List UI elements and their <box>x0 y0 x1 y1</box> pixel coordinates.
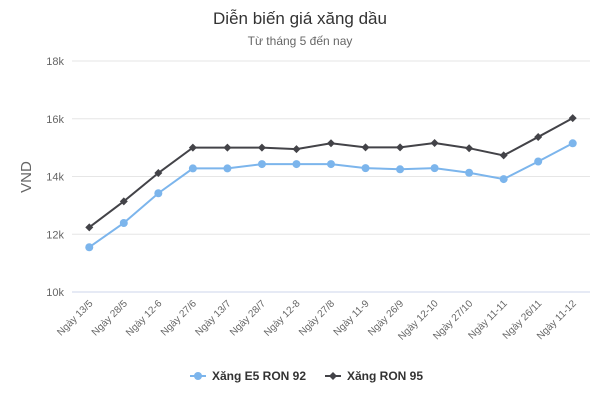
y-axis-label: VND <box>18 161 35 193</box>
legend-item[interactable]: Xăng RON 95 <box>325 369 423 383</box>
data-point[interactable] <box>465 168 474 177</box>
series-1 <box>85 139 577 252</box>
data-point[interactable] <box>568 139 577 148</box>
x-tick-label: Ngày 13/7 <box>194 298 234 338</box>
legend-label: Xăng RON 95 <box>347 369 423 383</box>
data-point[interactable] <box>396 165 405 174</box>
data-point[interactable] <box>327 139 335 148</box>
chart-title: Diễn biến giá xăng dầu <box>213 9 387 28</box>
data-point[interactable] <box>430 139 439 148</box>
data-point[interactable] <box>119 197 128 206</box>
data-point[interactable] <box>223 143 232 152</box>
data-point[interactable] <box>499 151 508 160</box>
legend[interactable]: Xăng E5 RON 92 Xăng RON 95 <box>190 369 423 383</box>
y-axis-ticks: 10k 12k 14k 16k 18k <box>46 56 64 299</box>
data-point[interactable] <box>85 223 94 232</box>
data-point[interactable] <box>257 143 266 152</box>
grid-lines <box>72 60 590 293</box>
legend-item[interactable]: Xăng E5 RON 92 <box>190 369 306 383</box>
data-point[interactable] <box>257 160 266 169</box>
data-point[interactable] <box>119 218 128 227</box>
x-tick-label: Ngày 13/5 <box>55 298 95 338</box>
data-point[interactable] <box>361 143 370 152</box>
x-tick-label: Ngày 27/8 <box>297 298 337 338</box>
data-point[interactable] <box>154 189 163 198</box>
data-point[interactable] <box>85 243 94 252</box>
y-tick-label: 10k <box>46 287 64 299</box>
series-lines <box>85 114 577 252</box>
chart-subtitle: Từ tháng 5 đến nay <box>248 34 353 48</box>
y-tick-label: 16k <box>46 114 64 126</box>
legend-marker <box>194 372 202 380</box>
data-point[interactable] <box>292 145 301 154</box>
y-tick-label: 14k <box>46 172 64 184</box>
y-tick-label: 12k <box>46 229 64 241</box>
series-line <box>88 142 574 249</box>
data-point[interactable] <box>568 114 577 123</box>
legend-label: Xăng E5 RON 92 <box>212 369 306 383</box>
data-point[interactable] <box>154 169 163 178</box>
data-point[interactable] <box>292 160 301 169</box>
data-point[interactable] <box>327 160 335 169</box>
x-tick-label: Ngày 11-9 <box>332 298 372 338</box>
data-point[interactable] <box>361 164 370 173</box>
data-point[interactable] <box>188 164 197 173</box>
y-tick-label: 18k <box>46 56 64 68</box>
x-tick-label: Ngày 27/6 <box>159 298 199 338</box>
data-point[interactable] <box>499 175 508 184</box>
x-tick-label: Ngày 12-6 <box>124 298 165 339</box>
data-point[interactable] <box>396 143 405 152</box>
data-point[interactable] <box>534 157 543 166</box>
data-point[interactable] <box>223 164 232 173</box>
legend-marker <box>329 372 337 380</box>
series-2 <box>85 114 577 232</box>
data-point[interactable] <box>465 144 474 153</box>
data-point[interactable] <box>430 164 439 173</box>
data-point[interactable] <box>188 143 197 152</box>
x-tick-label: Ngày 12-8 <box>262 298 303 339</box>
data-point[interactable] <box>534 132 543 141</box>
